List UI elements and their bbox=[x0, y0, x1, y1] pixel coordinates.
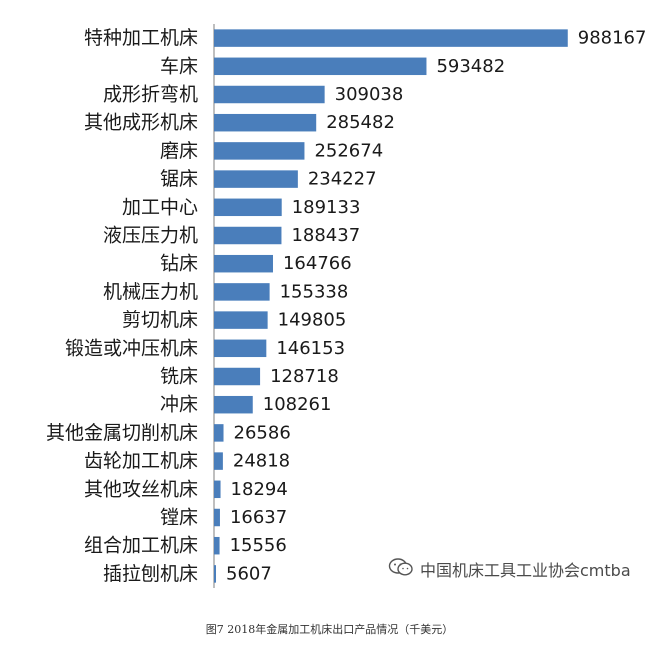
value-label: 24818 bbox=[233, 451, 290, 472]
category-label: 成形折弯机 bbox=[103, 84, 198, 106]
category-label: 加工中心 bbox=[122, 196, 198, 218]
watermark-text: 中国机床工具工业协会cmtba bbox=[420, 561, 631, 580]
bar bbox=[214, 85, 325, 104]
bar bbox=[214, 565, 217, 583]
value-label: 155338 bbox=[280, 281, 349, 302]
bar bbox=[214, 480, 221, 499]
value-label: 16637 bbox=[230, 507, 287, 528]
bar bbox=[214, 367, 261, 386]
value-label: 108261 bbox=[263, 394, 332, 415]
value-label: 189133 bbox=[292, 197, 361, 218]
category-label: 特种加工机床 bbox=[84, 27, 198, 49]
value-label: 188437 bbox=[291, 225, 360, 246]
value-label: 285482 bbox=[326, 112, 395, 133]
bar bbox=[214, 508, 220, 527]
watermark: 中国机床工具工业协会cmtba bbox=[388, 557, 631, 581]
category-label: 磨床 bbox=[160, 140, 198, 162]
value-label: 5607 bbox=[226, 563, 272, 584]
value-label: 593482 bbox=[436, 56, 505, 77]
value-label: 146153 bbox=[276, 338, 345, 359]
category-label: 液压压力机 bbox=[103, 225, 198, 247]
value-label: 18294 bbox=[231, 479, 288, 500]
bar bbox=[214, 339, 267, 358]
value-label: 234227 bbox=[308, 169, 377, 190]
bar bbox=[214, 283, 270, 301]
category-label: 铣床 bbox=[160, 366, 198, 388]
bar bbox=[214, 226, 282, 245]
category-label: 冲床 bbox=[160, 394, 198, 416]
value-label: 988167 bbox=[578, 28, 647, 49]
bar bbox=[214, 198, 282, 217]
category-label: 锻造或冲压机床 bbox=[65, 337, 198, 359]
chart-caption: 图7 2018年金属加工机床出口产品情况（千美元） bbox=[205, 623, 454, 636]
category-label: 锯床 bbox=[160, 168, 198, 190]
bar bbox=[214, 170, 298, 188]
value-label: 128718 bbox=[270, 366, 339, 387]
bar bbox=[214, 424, 224, 442]
bar bbox=[214, 113, 317, 132]
category-label: 组合加工机床 bbox=[84, 535, 198, 557]
bar bbox=[214, 311, 268, 329]
bar bbox=[214, 57, 427, 76]
bar bbox=[214, 29, 568, 47]
category-label: 其他金属切削机床 bbox=[46, 422, 198, 444]
category-label: 剪切机床 bbox=[122, 309, 198, 331]
bar bbox=[214, 536, 220, 555]
value-label: 164766 bbox=[283, 253, 352, 274]
value-label: 15556 bbox=[230, 535, 287, 556]
category-label: 机械压力机 bbox=[103, 281, 198, 303]
value-label: 309038 bbox=[335, 84, 404, 105]
category-label: 齿轮加工机床 bbox=[84, 450, 198, 472]
value-label: 252674 bbox=[314, 140, 383, 161]
value-label: 149805 bbox=[278, 310, 347, 331]
category-label: 车床 bbox=[160, 55, 198, 77]
value-label: 26586 bbox=[234, 422, 291, 443]
category-label: 其他成形机床 bbox=[84, 112, 198, 134]
category-label: 镗床 bbox=[160, 507, 198, 529]
bar bbox=[214, 452, 223, 470]
bar bbox=[214, 142, 305, 160]
category-label: 其他攻丝机床 bbox=[84, 478, 198, 500]
bar bbox=[214, 254, 273, 273]
category-label: 插拉刨机床 bbox=[103, 563, 198, 585]
bar bbox=[214, 395, 253, 414]
wechat-icon bbox=[388, 557, 414, 581]
category-label: 钻床 bbox=[160, 253, 198, 275]
